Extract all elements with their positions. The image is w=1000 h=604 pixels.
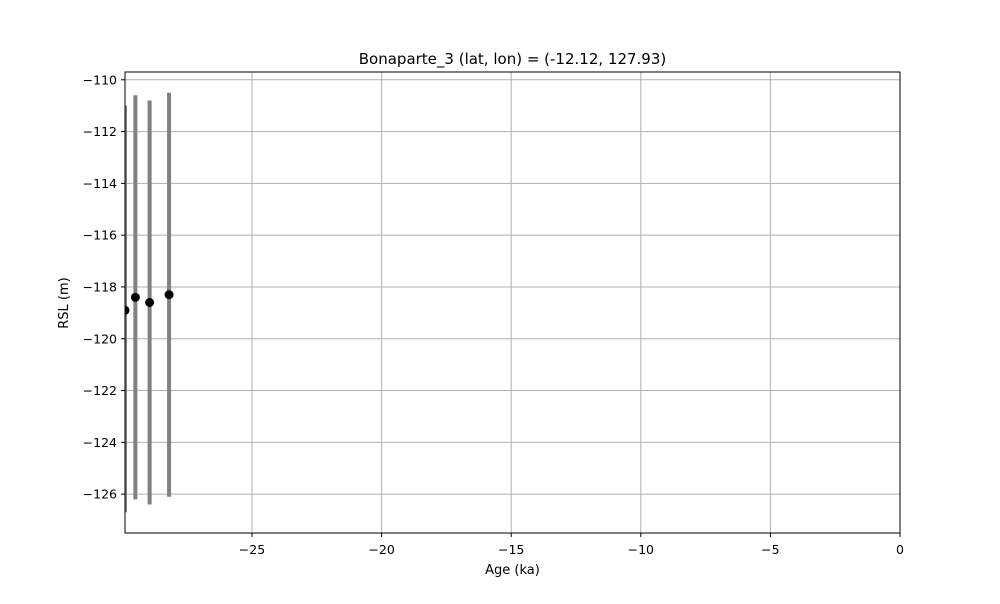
x-tick-label: −5 [761,542,779,557]
y-tick-label: −120 [83,331,117,346]
y-tick-label: −124 [83,435,117,450]
x-tick-label: −25 [239,542,265,557]
y-tick-label: −110 [83,72,117,87]
grid-layer [125,72,901,533]
x-axis-label: Age (ka) [485,563,540,578]
y-axis-label: RSL (m) [57,277,72,328]
y-tick-label: −116 [83,228,117,243]
x-tick-label: 0 [896,542,904,557]
y-tick-label: −112 [83,124,117,139]
data-point [130,292,140,302]
y-tick-label: −114 [83,176,117,191]
y-tick-label: −122 [83,383,117,398]
chart-title: Bonaparte_3 (lat, lon) = (-12.12, 127.93… [359,50,667,69]
x-tick-label: −15 [498,542,524,557]
plot-frame [124,71,901,534]
x-tick-label: −20 [368,542,394,557]
y-tick-label: −126 [83,487,117,502]
y-tick-label: −118 [83,279,117,294]
x-tick-label: −10 [628,542,654,557]
data-point [125,305,130,315]
tick-layer: −25 −20 −15 −10 −5 0 −126 −124 −122 −120 −118 −116 −… [83,72,904,557]
data-layer [125,92,174,513]
data-point [164,290,174,300]
data-point [145,298,155,307]
